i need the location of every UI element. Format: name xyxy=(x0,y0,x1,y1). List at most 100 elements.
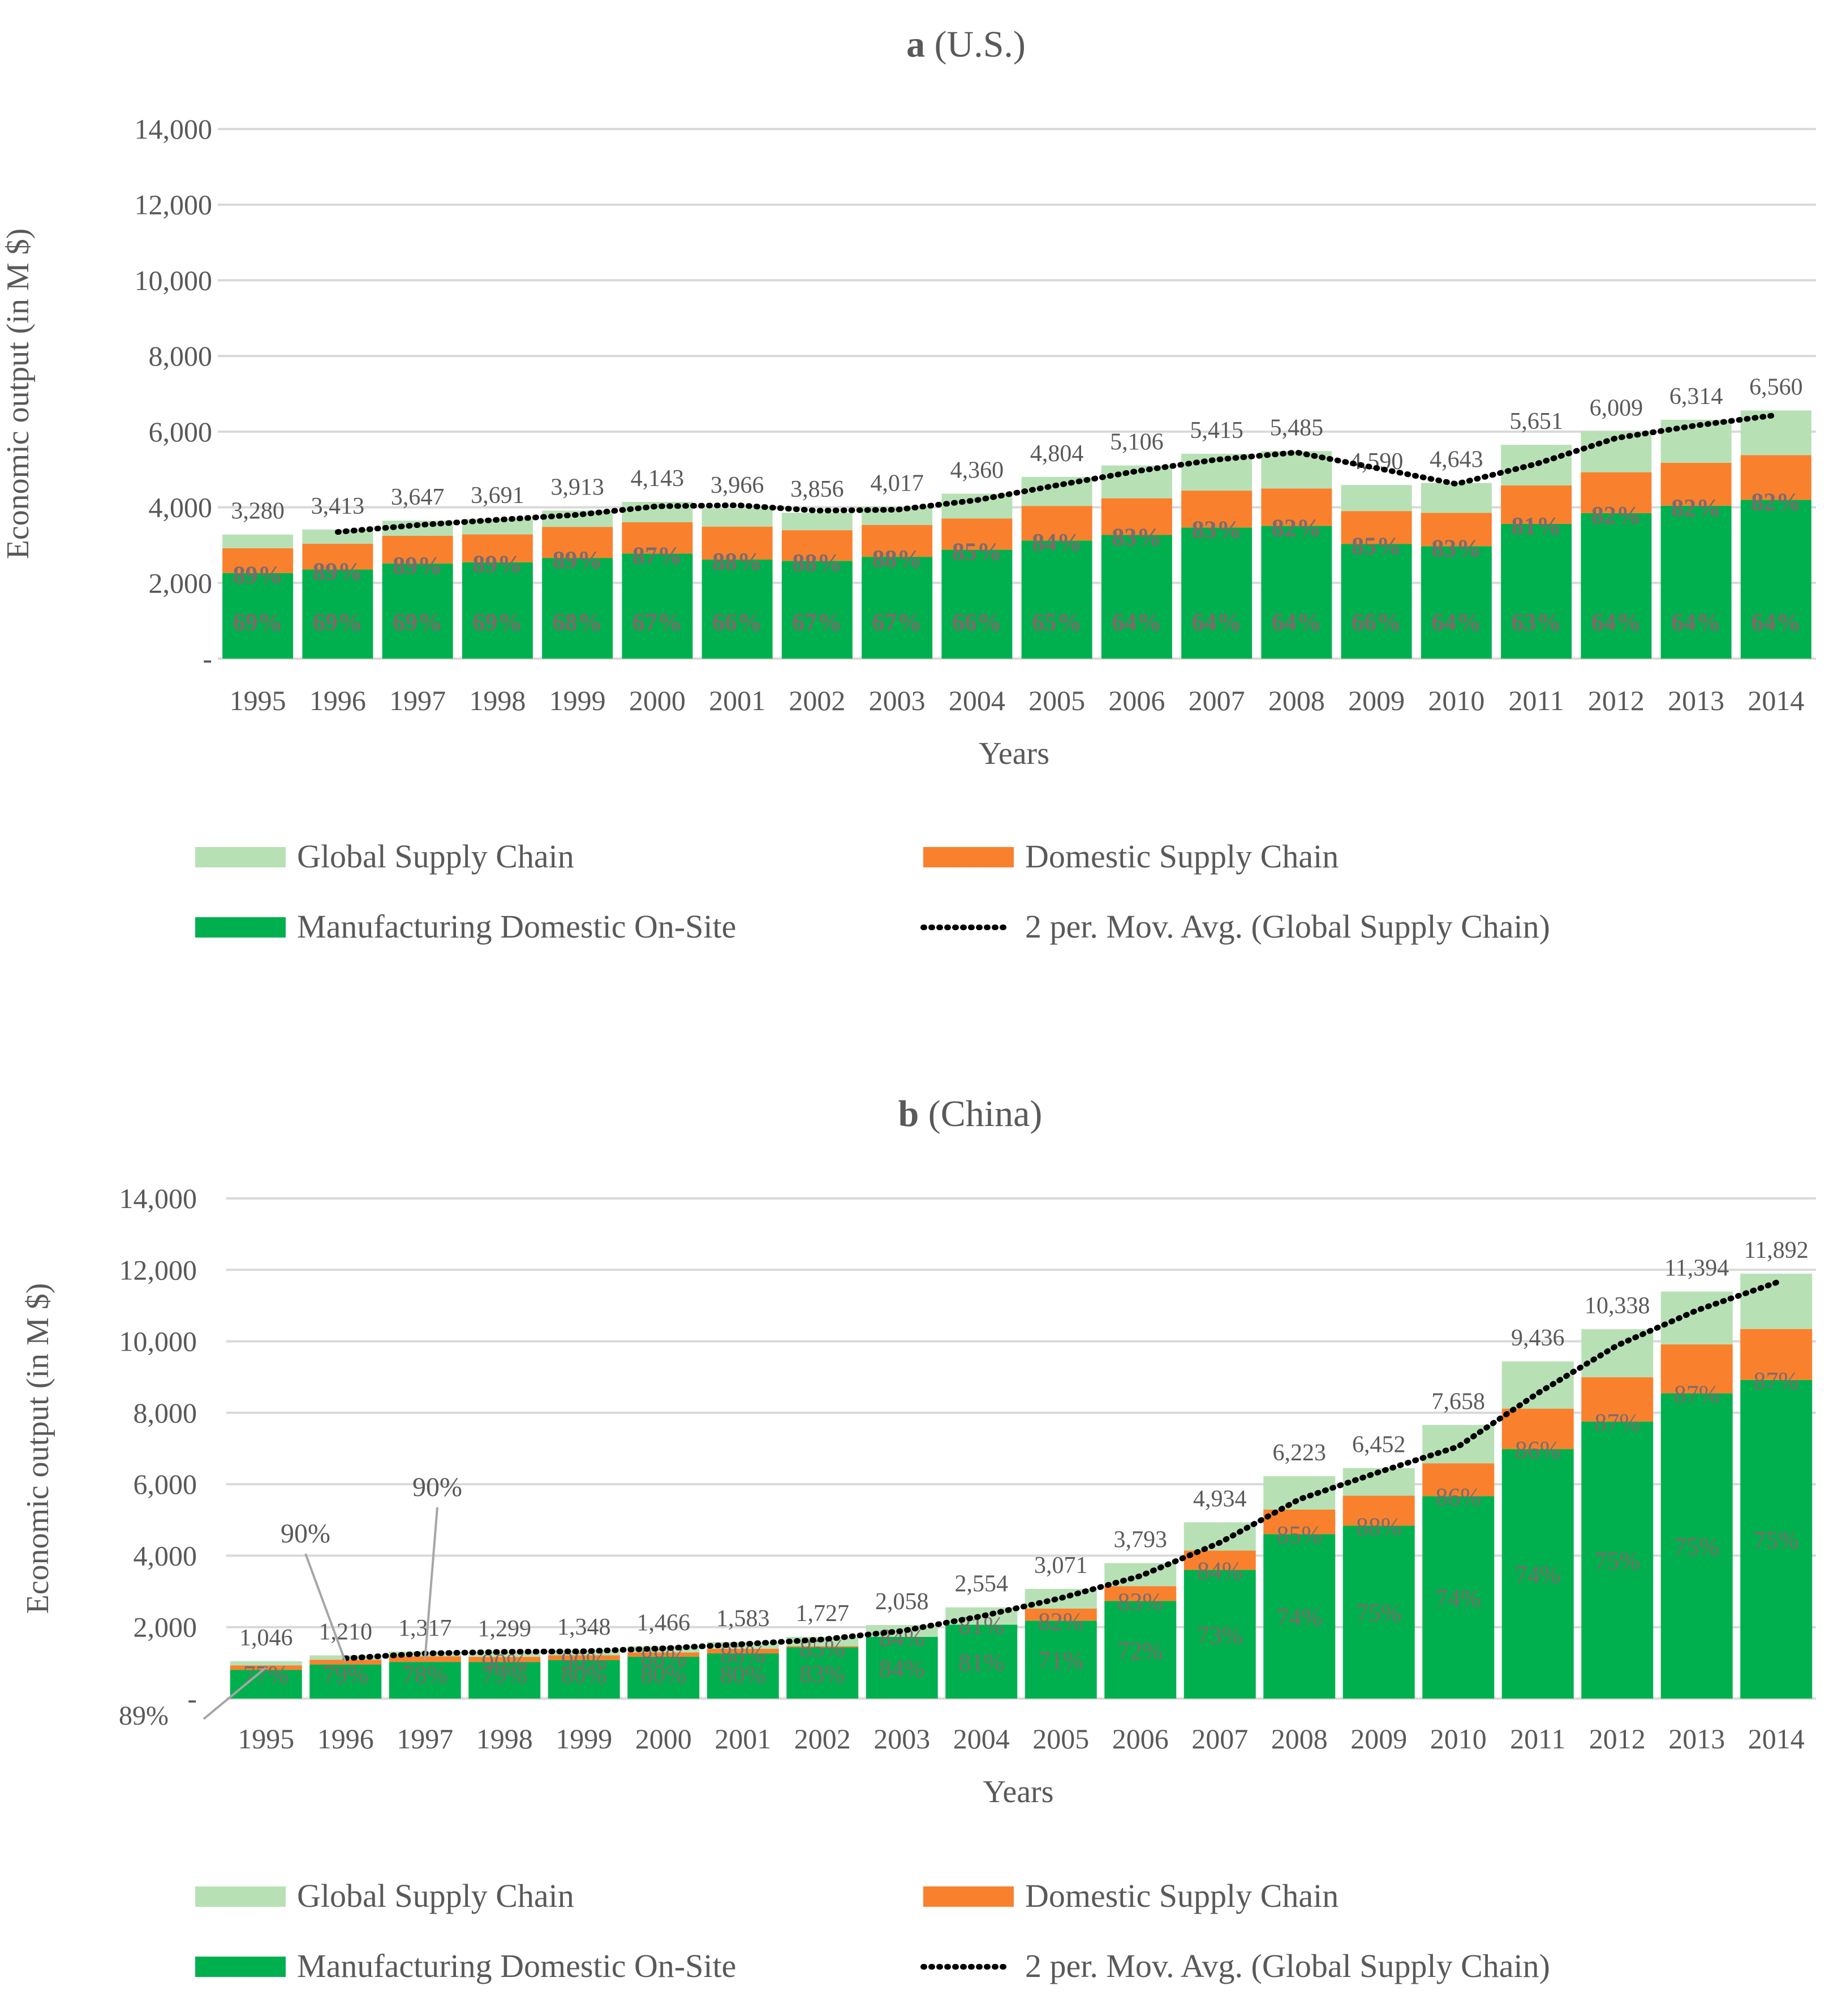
total-label: 6,009 xyxy=(1590,395,1643,421)
onsite-share-label: 79% xyxy=(481,1661,527,1688)
total-label: 2,554 xyxy=(955,1571,1009,1597)
onsite-bar xyxy=(382,563,453,659)
global-bar xyxy=(230,1661,302,1666)
total-label: 11,394 xyxy=(1664,1256,1729,1282)
legend-global: Global Supply Chain xyxy=(195,838,574,875)
legend-swatch xyxy=(923,847,1014,867)
onsite-bar xyxy=(781,561,853,659)
y-tick-label: - xyxy=(203,643,212,674)
x-tick-label: 2012 xyxy=(1589,1723,1646,1755)
domestic-bar xyxy=(1261,488,1332,526)
onsite-share-label: 63% xyxy=(1512,608,1561,636)
domestic-bar xyxy=(222,548,294,573)
x-tick-label: 2009 xyxy=(1348,685,1405,716)
total-label: 1,727 xyxy=(796,1601,850,1627)
onsite-share-label: 67% xyxy=(872,608,922,636)
x-tick-label: 2002 xyxy=(789,685,845,716)
total-label: 6,452 xyxy=(1352,1432,1406,1458)
total-label: 6,223 xyxy=(1273,1440,1327,1466)
domestic-share-label: 85% xyxy=(1352,532,1401,560)
domestic-bar xyxy=(1501,485,1572,524)
x-tick-label: 2010 xyxy=(1428,685,1484,716)
onsite-bar xyxy=(1341,544,1412,659)
callout-leader-line xyxy=(203,1666,267,1720)
chart-title-country: (U.S.) xyxy=(925,24,1026,65)
domestic-share-label: 89% xyxy=(553,546,602,574)
onsite-bar xyxy=(462,562,533,659)
x-tick-label: 1998 xyxy=(476,1723,533,1755)
domestic-bar xyxy=(862,525,933,557)
x-tick-label: 2010 xyxy=(1430,1723,1487,1755)
onsite-share-label: 69% xyxy=(313,608,363,636)
onsite-bar xyxy=(1581,1421,1654,1699)
callout-leader-line xyxy=(304,1553,347,1663)
domestic-share-label: 87% xyxy=(1753,1367,1799,1395)
legend-moving-average: 2 per. Mov. Avg. (Global Supply Chain) xyxy=(920,1948,1550,1984)
global-bar xyxy=(1660,419,1732,463)
y-tick-label: - xyxy=(187,1683,197,1714)
y-tick-label: 10,000 xyxy=(119,1326,197,1357)
onsite-share-label: 66% xyxy=(1352,608,1401,636)
x-tick-label: 2007 xyxy=(1189,685,1245,716)
x-tick-label: 2001 xyxy=(709,685,765,716)
total-label: 1,210 xyxy=(319,1619,373,1645)
x-tick-label: 1998 xyxy=(469,685,526,716)
x-tick-label: 2006 xyxy=(1112,1723,1169,1755)
onsite-bar xyxy=(1342,1525,1415,1699)
x-tick-label: 2007 xyxy=(1191,1723,1248,1755)
x-tick-label: 1999 xyxy=(549,685,606,716)
x-tick-label: 2001 xyxy=(715,1723,771,1755)
x-tick-label: 1995 xyxy=(230,685,286,716)
onsite-bar xyxy=(468,1662,541,1699)
domestic-bar xyxy=(548,1655,620,1660)
y-tick-label: 2,000 xyxy=(149,567,213,599)
domestic-bar xyxy=(1581,1377,1654,1422)
domestic-share-label: 82% xyxy=(1272,514,1322,541)
legend-swatch xyxy=(195,917,286,938)
domestic-bar xyxy=(1660,1344,1733,1394)
domestic-bar xyxy=(1104,1586,1177,1601)
onsite-bar xyxy=(862,557,933,659)
global-bar xyxy=(701,508,773,527)
global-bar xyxy=(1263,1476,1336,1510)
total-label: 4,804 xyxy=(1030,441,1084,467)
onsite-share-label: 78% xyxy=(402,1661,448,1688)
total-label: 3,647 xyxy=(391,484,445,510)
onsite-bar xyxy=(1422,1496,1495,1699)
total-label: 3,966 xyxy=(711,472,764,498)
onsite-share-label: 69% xyxy=(472,608,522,636)
onsite-share-label: 79% xyxy=(322,1661,368,1688)
onsite-bar xyxy=(309,1664,382,1699)
x-tick-label: 2014 xyxy=(1748,685,1804,716)
chart-us: a (U.S.) - 2,000 4,000 6,000 8,000 10,000 12,00… xyxy=(1,24,1816,945)
legend-label: Global Supply Chain xyxy=(297,1877,574,1914)
domestic-bar xyxy=(1101,498,1172,535)
onsite-share-label: 67% xyxy=(792,608,842,636)
legend-label: 2 per. Mov. Avg. (Global Supply Chain) xyxy=(1025,1948,1550,1984)
domestic-share-label: 87% xyxy=(1674,1380,1720,1408)
total-label: 3,413 xyxy=(311,493,365,519)
onsite-share-label: 64% xyxy=(1751,608,1801,636)
total-label: 1,583 xyxy=(716,1606,770,1632)
total-label: 3,793 xyxy=(1114,1527,1168,1553)
onsite-bar xyxy=(701,559,773,659)
chart-title-letter: b xyxy=(898,1093,919,1134)
domestic-share-label: 84% xyxy=(1032,528,1082,556)
x-tick-label: 2014 xyxy=(1748,1723,1805,1755)
domestic-share-label: 89% xyxy=(472,551,522,578)
domestic-share-label: 89% xyxy=(233,561,283,589)
legend-moving-average: 2 per. Mov. Avg. (Global Supply Chain) xyxy=(920,908,1550,945)
x-tick-label: 2008 xyxy=(1268,685,1325,716)
chart-china: b (China) - 2,000 4,000 6,000 8,000 10,000 12,0… xyxy=(20,1093,1816,1984)
x-tick-label: 2008 xyxy=(1271,1723,1328,1755)
y-axis-title: Economic output (in M $) xyxy=(1,229,36,560)
y-tick-label: 14,000 xyxy=(135,113,213,145)
onsite-bar xyxy=(1660,505,1732,659)
legend-label: Manufacturing Domestic On-Site xyxy=(297,908,736,945)
domestic-share-label: 83% xyxy=(1112,523,1161,551)
total-label: 4,143 xyxy=(631,466,685,492)
x-tick-label: 1999 xyxy=(556,1723,612,1755)
total-label: 2,058 xyxy=(875,1589,929,1615)
domestic-bar xyxy=(542,527,613,558)
domestic-bar xyxy=(1021,506,1092,541)
